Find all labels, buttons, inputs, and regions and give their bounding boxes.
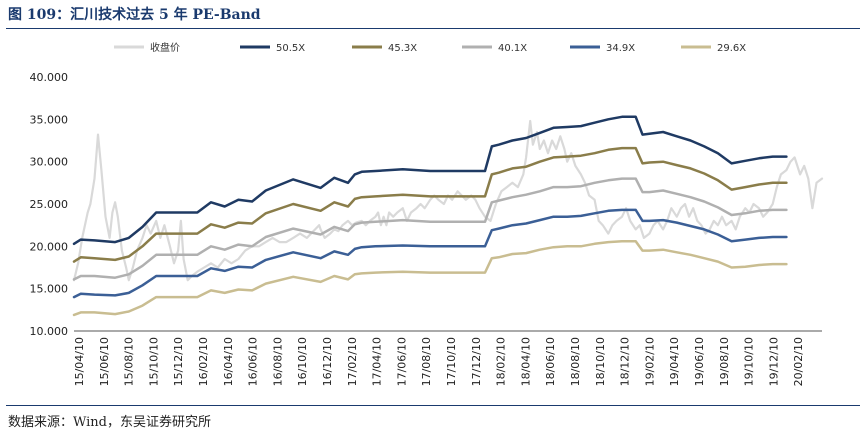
x-tick-label: 15/10/10	[147, 337, 160, 386]
legend-label: 29.6X	[717, 43, 746, 54]
x-tick-label: 18/02/10	[495, 337, 508, 386]
series-line-3	[72, 177, 788, 281]
title-rule	[6, 28, 860, 29]
x-tick-label: 16/12/10	[321, 337, 334, 386]
figure-title: 图 109：汇川技术过去 5 年 PE-Band	[8, 7, 261, 23]
legend-label: 45.3X	[388, 43, 417, 54]
series-line-0	[72, 119, 824, 282]
legend-label: 50.5X	[276, 43, 305, 54]
x-tick-label: 16/10/10	[296, 337, 309, 386]
x-tick-label: 17/08/10	[420, 337, 433, 386]
legend: 收盘价 50.5X 45.3X 40.1X 34.9X 29.6X	[114, 41, 746, 54]
x-tick-label: 17/04/10	[371, 337, 384, 386]
x-axis: 15/04/10 15/06/10 15/08/10 15/10/10 15/12/10…	[73, 330, 822, 386]
x-tick-label: 16/08/10	[271, 337, 284, 386]
source-rule	[6, 405, 860, 406]
x-tick-label: 18/10/10	[594, 337, 607, 386]
y-tick-label: 10.000	[30, 325, 69, 338]
x-tick-label: 16/04/10	[222, 337, 235, 386]
x-tick-label: 15/12/10	[172, 337, 185, 386]
x-tick-label: 19/06/10	[693, 337, 706, 386]
series-layer	[72, 115, 824, 317]
x-tick-label: 17/06/10	[395, 337, 408, 386]
x-tick-label: 19/08/10	[718, 337, 731, 386]
x-tick-label: 16/02/10	[197, 337, 210, 386]
x-tick-label: 15/04/10	[73, 337, 86, 386]
y-axis: 10.000 15.000 20.000 25.000 30.000 35.000 40.0…	[30, 71, 69, 338]
legend-label: 40.1X	[498, 43, 527, 54]
series-line-4	[72, 208, 788, 299]
y-tick-label: 35.000	[30, 113, 69, 126]
x-tick-label: 19/12/10	[767, 337, 780, 386]
x-tick-label: 18/06/10	[544, 337, 557, 386]
x-tick-label: 17/02/10	[346, 337, 359, 386]
x-tick-label: 18/04/10	[519, 337, 532, 386]
legend-label: 收盘价	[150, 41, 180, 54]
x-tick-label: 18/12/10	[619, 337, 632, 386]
y-tick-label: 15.000	[30, 283, 69, 296]
x-tick-label: 15/06/10	[98, 337, 111, 386]
legend-label: 34.9X	[606, 43, 635, 54]
figure-source: 数据来源：Wind，东吴证券研究所	[8, 415, 211, 430]
series-line-2	[72, 146, 788, 263]
x-tick-label: 19/02/10	[643, 337, 656, 386]
x-tick-label: 17/12/10	[470, 337, 483, 386]
series-line-5	[72, 240, 788, 317]
x-tick-label: 19/10/10	[743, 337, 756, 386]
y-tick-label: 25.000	[30, 198, 69, 211]
x-tick-label: 16/06/10	[247, 337, 260, 386]
x-tick-label: 20/02/10	[792, 337, 805, 386]
x-tick-label: 18/08/10	[569, 337, 582, 386]
y-tick-label: 30.000	[30, 156, 69, 169]
x-tick-label: 19/04/10	[668, 337, 681, 386]
x-tick-label: 15/08/10	[123, 337, 136, 386]
y-tick-label: 20.000	[30, 240, 69, 253]
x-tick-label: 17/10/10	[445, 337, 458, 386]
series-line-1	[72, 115, 788, 246]
y-tick-label: 40.000	[30, 71, 69, 84]
